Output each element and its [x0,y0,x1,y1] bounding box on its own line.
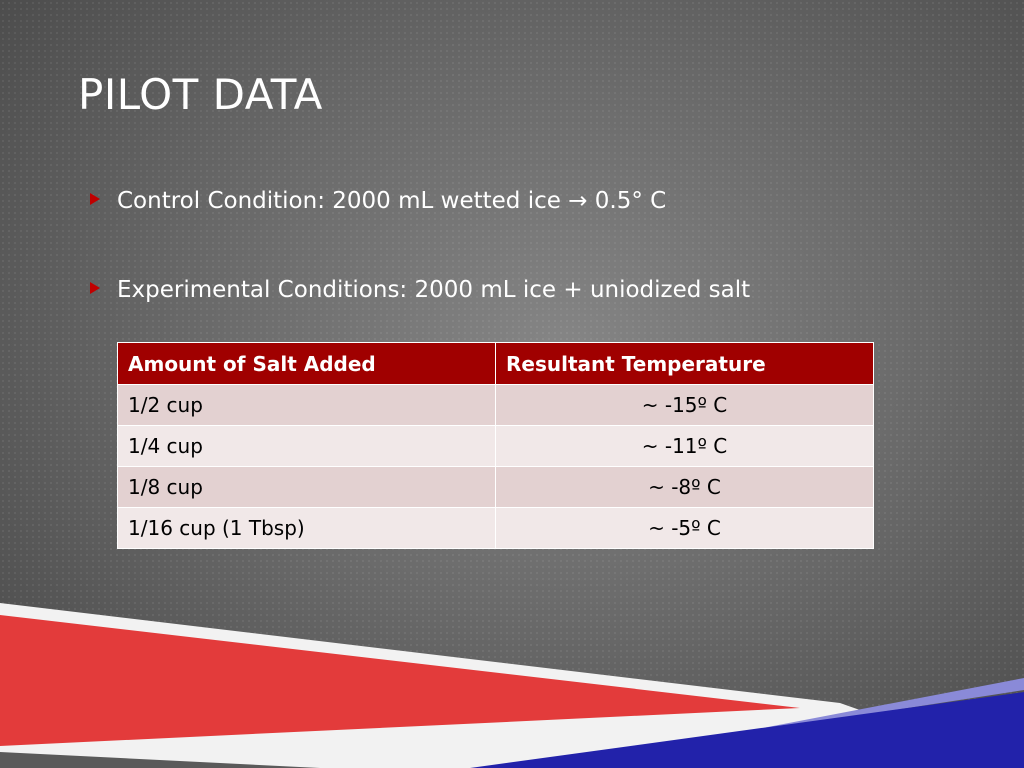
header-cell: Amount of Salt Added [117,342,496,385]
bullet-text: Experimental Conditions: 2000 mL ice + u… [117,277,751,303]
light-blue-band [700,678,1024,740]
table-row: 1/16 cup (1 Tbsp) ~ -5º C [117,507,874,549]
table-row: 1/8 cup ~ -8º C [117,466,874,508]
title: PILOT DATA [78,70,323,119]
table-body: 1/2 cup ~ -15º C 1/4 cup ~ -11º C 1/8 cup ~ -… [117,384,874,549]
table-cell: 1/2 cup [117,384,496,426]
bullet-text: Control Condition: 2000 mL wetted ice → … [117,188,667,214]
table-cell: 1/4 cup [117,425,496,467]
table-row: 1/2 cup ~ -15º C [117,384,874,426]
header-cell: Resultant Temperature [495,342,874,385]
bullet: Experimental Conditions: 2000 mL ice + u… [90,277,750,303]
table-cell: ~ -15º C [495,384,874,426]
header-row: Amount of Salt Added Resultant Temperatu… [117,342,874,385]
table-cell: ~ -5º C [495,507,874,549]
table-cell: ~ -8º C [495,466,874,508]
bullet: Control Condition: 2000 mL wetted ice → … [90,188,666,214]
red-band [0,615,800,746]
data-table: Amount of Salt Added Resultant Temperatu… [117,342,874,549]
table-cell: 1/8 cup [117,466,496,508]
table-cell: 1/16 cup (1 Tbsp) [117,507,496,549]
blue-band [470,692,1024,768]
gray-corner [0,752,320,768]
table-row: 1/4 cup ~ -11º C [117,425,874,467]
bullet-marker [90,193,100,205]
bullet-marker [90,282,100,294]
table-cell: ~ -11º C [495,425,874,467]
